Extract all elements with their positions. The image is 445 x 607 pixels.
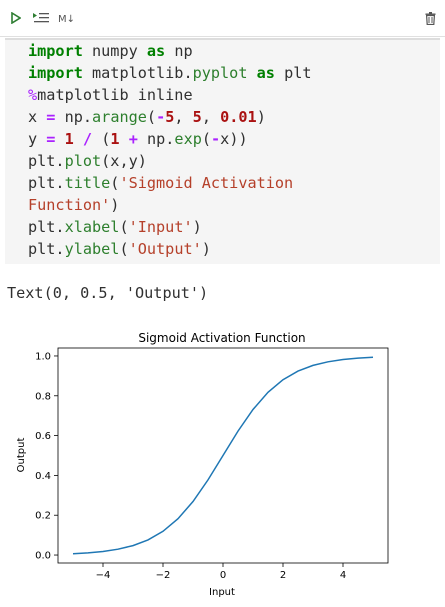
cell-toolbar: M↓ bbox=[0, 0, 445, 37]
trash-icon[interactable] bbox=[425, 12, 436, 25]
code-line: import numpy as np bbox=[28, 42, 193, 60]
y-tick-label: 0.6 bbox=[35, 431, 51, 442]
x-tick-label: −4 bbox=[96, 570, 111, 581]
code-line: plt.title('Sigmoid Activation bbox=[28, 174, 293, 192]
code-line: plt.ylabel('Output') bbox=[28, 240, 211, 258]
code-editor[interactable]: import numpy as np import matplotlib.pyp… bbox=[28, 40, 312, 260]
x-tick-label: 0 bbox=[220, 570, 226, 581]
x-tick-label: 4 bbox=[340, 570, 346, 581]
x-axis-label: Input bbox=[209, 587, 235, 598]
y-tick-label: 0.2 bbox=[35, 511, 51, 522]
y-tick-label: 0.0 bbox=[35, 551, 51, 562]
code-line: plt.xlabel('Input') bbox=[28, 218, 202, 236]
y-tick-label: 0.4 bbox=[35, 471, 51, 482]
code-line: %matplotlib inline bbox=[28, 86, 193, 104]
code-line: x = np.arange(-5, 5, 0.01) bbox=[28, 108, 266, 126]
x-tick-label: −2 bbox=[156, 570, 171, 581]
code-line: plt.plot(x,y) bbox=[28, 152, 147, 170]
code-line: y = 1 / (1 + np.exp(-x)) bbox=[28, 130, 248, 148]
x-tick-label: 2 bbox=[280, 570, 286, 581]
markdown-button[interactable]: M↓ bbox=[58, 14, 75, 25]
y-tick-label: 1.0 bbox=[35, 351, 51, 362]
sigmoid-chart: Sigmoid Activation Function Input Output… bbox=[0, 325, 400, 600]
run-list-icon[interactable] bbox=[32, 12, 50, 24]
output-text: Text(0, 0.5, 'Output') bbox=[7, 284, 208, 302]
code-line: Function') bbox=[28, 196, 119, 214]
y-axis-label: Output bbox=[16, 438, 27, 473]
y-tick-label: 0.8 bbox=[35, 391, 51, 402]
play-icon[interactable] bbox=[11, 12, 21, 24]
code-line: import numpy as np import matplotlib.pyp… bbox=[28, 42, 312, 258]
code-line: import matplotlib.pyplot as plt bbox=[28, 64, 312, 82]
chart-title: Sigmoid Activation Function bbox=[138, 331, 305, 345]
